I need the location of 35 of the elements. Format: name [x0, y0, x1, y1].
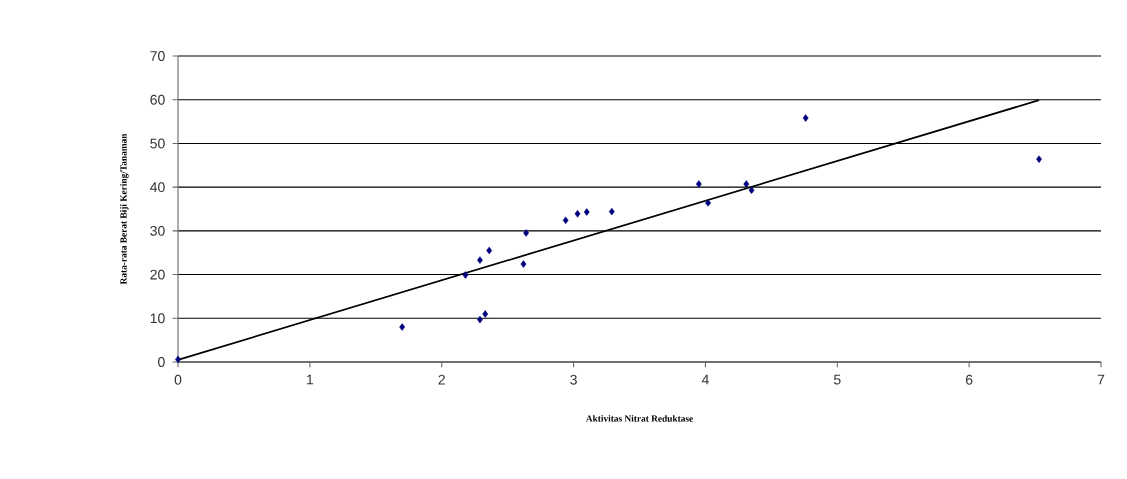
x-tick-label: 0: [174, 374, 182, 385]
point: [562, 216, 569, 225]
point: [1036, 155, 1042, 163]
point: [743, 180, 750, 188]
point: [695, 180, 702, 188]
point: [399, 323, 406, 331]
point: [705, 199, 711, 207]
y-axis-title: Rata-rata Berat Biji Kering/Tanaman: [120, 133, 129, 285]
point: [520, 260, 527, 268]
point: [748, 186, 755, 194]
x-tick-label: 4: [701, 374, 709, 385]
y-tick-label: 30: [150, 225, 165, 236]
y-tick-label: 40: [150, 182, 165, 193]
x-tick-label: 2: [438, 374, 445, 385]
x-tick-label: 5: [833, 374, 841, 385]
x-tick-label: 3: [570, 374, 577, 385]
y-tick-label: 70: [150, 51, 165, 61]
x-tick-label: 6: [965, 374, 973, 385]
point: [574, 210, 581, 218]
y-tick-label: 60: [150, 94, 165, 105]
point: [608, 207, 615, 216]
point: [523, 229, 529, 237]
y-tick-label: 20: [150, 269, 165, 280]
point: [583, 208, 590, 216]
point: [482, 310, 489, 318]
x-tick-label: 1: [307, 374, 314, 385]
x-tick-label: 7: [1097, 374, 1105, 385]
y-tick-label: 10: [150, 313, 165, 324]
point: [477, 256, 483, 264]
x-axis-title: Aktivitas Nitrat Reduktase: [585, 415, 693, 422]
point: [802, 114, 809, 122]
y-tick-label: 0: [158, 357, 165, 367]
y-tick-label: 50: [150, 138, 165, 149]
point: [462, 271, 469, 279]
point: [486, 246, 493, 255]
